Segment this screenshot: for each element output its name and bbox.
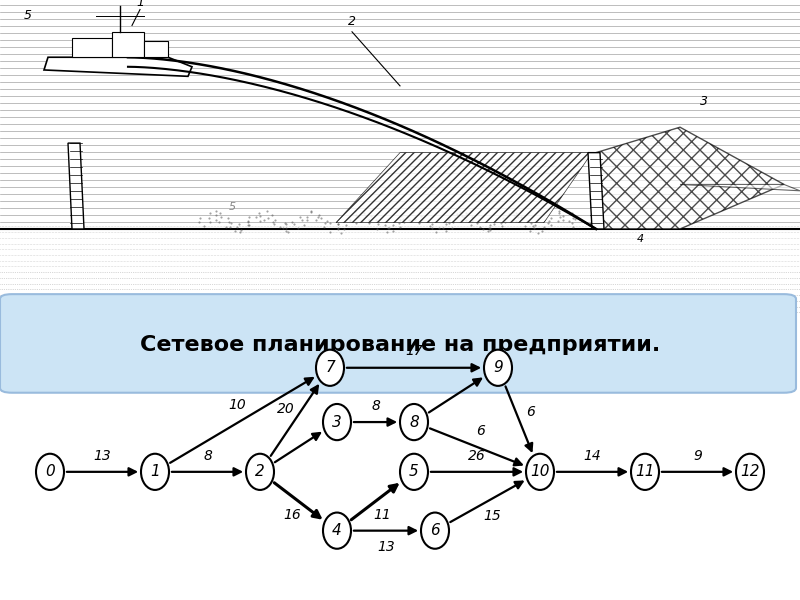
- Circle shape: [316, 350, 344, 386]
- Text: 8: 8: [203, 449, 212, 463]
- Text: 5: 5: [24, 9, 32, 22]
- Text: 17: 17: [405, 344, 423, 358]
- Circle shape: [246, 454, 274, 490]
- Circle shape: [484, 350, 512, 386]
- Polygon shape: [68, 143, 84, 229]
- Circle shape: [323, 404, 351, 440]
- Polygon shape: [72, 38, 112, 57]
- Circle shape: [400, 404, 428, 440]
- Circle shape: [526, 454, 554, 490]
- Text: 14: 14: [584, 449, 602, 463]
- Text: 15: 15: [484, 509, 502, 523]
- Text: 5: 5: [229, 202, 235, 212]
- Text: 0: 0: [45, 464, 55, 479]
- Polygon shape: [144, 41, 168, 57]
- Text: 4: 4: [332, 523, 342, 538]
- Circle shape: [400, 454, 428, 490]
- Text: 13: 13: [377, 540, 395, 554]
- Polygon shape: [596, 127, 784, 229]
- Circle shape: [421, 512, 449, 549]
- Circle shape: [631, 454, 659, 490]
- Text: 6: 6: [430, 523, 440, 538]
- Text: 8: 8: [409, 415, 419, 430]
- Text: 20: 20: [277, 402, 294, 416]
- Text: 1: 1: [136, 0, 144, 10]
- Text: 4: 4: [637, 233, 643, 244]
- Text: 6: 6: [526, 405, 534, 419]
- Text: 13: 13: [94, 449, 111, 463]
- Text: 11: 11: [373, 508, 390, 522]
- Text: 8: 8: [371, 399, 380, 413]
- Text: 6: 6: [476, 424, 485, 439]
- Circle shape: [323, 512, 351, 549]
- Circle shape: [141, 454, 169, 490]
- Text: 9: 9: [693, 449, 702, 463]
- Text: 10: 10: [530, 464, 550, 479]
- Text: 1: 1: [150, 464, 160, 479]
- Text: 16: 16: [283, 508, 301, 522]
- Circle shape: [36, 454, 64, 490]
- Text: 2: 2: [348, 16, 356, 28]
- Text: 2: 2: [255, 464, 265, 479]
- Polygon shape: [588, 152, 604, 229]
- Text: 10: 10: [228, 398, 246, 412]
- Polygon shape: [44, 57, 192, 76]
- Text: 3: 3: [332, 415, 342, 430]
- Polygon shape: [680, 184, 800, 191]
- FancyBboxPatch shape: [0, 294, 796, 393]
- Text: 3: 3: [700, 95, 708, 108]
- Text: 26: 26: [468, 449, 486, 463]
- Text: Сетевое планирование на предприятии.: Сетевое планирование на предприятии.: [140, 335, 660, 355]
- Text: 12: 12: [740, 464, 760, 479]
- Text: 9: 9: [493, 360, 503, 375]
- Text: 11: 11: [635, 464, 654, 479]
- Text: 7: 7: [325, 360, 335, 375]
- Polygon shape: [112, 32, 144, 57]
- Text: 5: 5: [409, 464, 419, 479]
- Circle shape: [736, 454, 764, 490]
- Polygon shape: [336, 152, 592, 223]
